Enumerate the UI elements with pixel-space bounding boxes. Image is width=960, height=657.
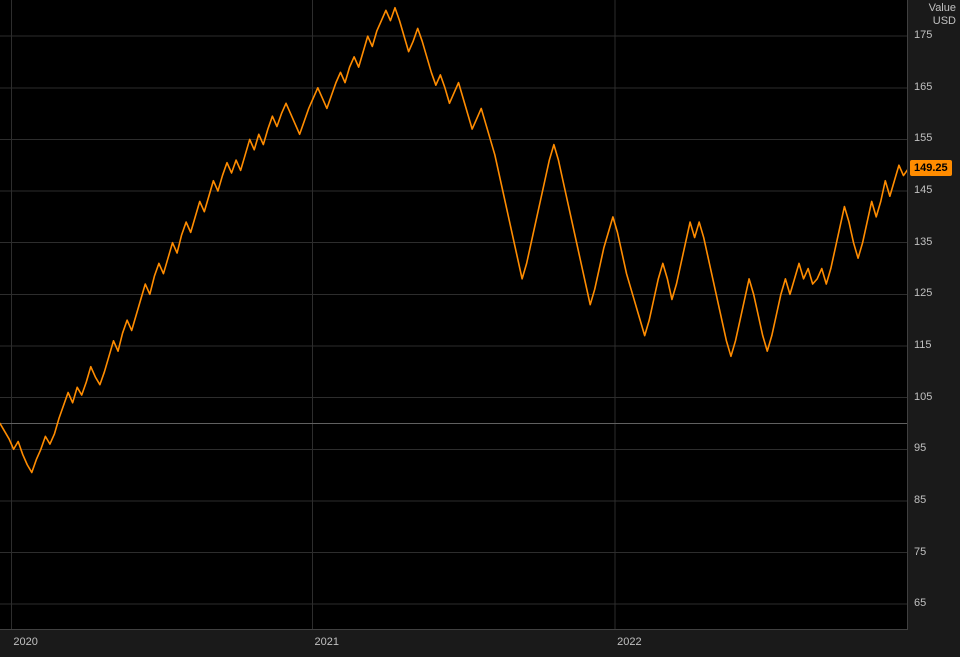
y-axis-title-usd: USD — [933, 15, 956, 27]
y-tick-label: 145 — [914, 184, 932, 196]
x-tick-label: 2021 — [315, 636, 339, 648]
y-tick-label: 175 — [914, 29, 932, 41]
y-axis: Value USD 149.25 65 75 85 95 105 115 125 135 145… — [908, 0, 960, 630]
y-tick-label: 135 — [914, 236, 932, 248]
y-tick-label: 155 — [914, 132, 932, 144]
x-tick-label: 2022 — [617, 636, 641, 648]
plot-svg — [0, 0, 908, 630]
x-tick-label: 2020 — [13, 636, 37, 648]
y-tick-label: 85 — [914, 494, 926, 506]
price-series-line — [0, 8, 908, 473]
y-tick-label: 95 — [914, 442, 926, 454]
y-tick-label: 105 — [914, 391, 932, 403]
last-price-value: 149.25 — [914, 162, 948, 174]
y-axis-title-value: Value — [929, 2, 956, 14]
y-tick-label: 75 — [914, 546, 926, 558]
y-tick-label: 115 — [914, 339, 932, 351]
y-tick-label: 165 — [914, 81, 932, 93]
y-tick-label: 125 — [914, 287, 932, 299]
last-price-tag: 149.25 — [910, 160, 952, 176]
price-chart: Value USD 149.25 65 75 85 95 105 115 125 135 145… — [0, 0, 960, 657]
y-tick-label: 65 — [914, 597, 926, 609]
plot-area[interactable] — [0, 0, 908, 630]
x-axis: 2020 2021 2022 — [0, 630, 960, 657]
